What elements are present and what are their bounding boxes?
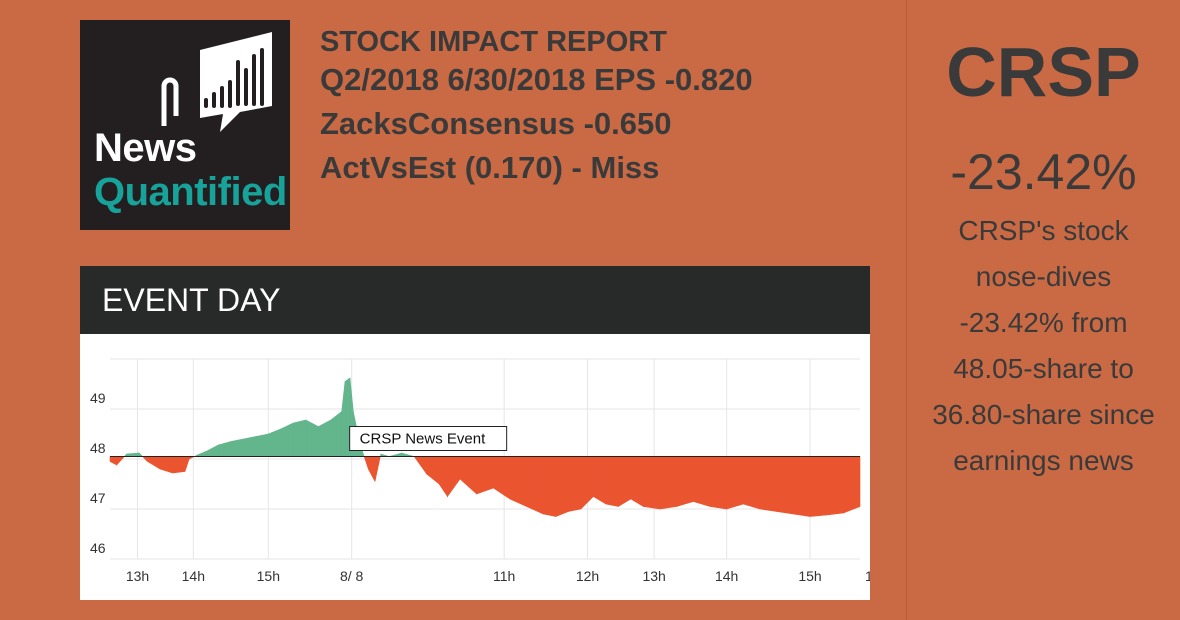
vertical-divider bbox=[906, 0, 907, 620]
ticker-symbol: CRSP bbox=[946, 33, 1141, 111]
x-tick-label: 15h bbox=[798, 568, 821, 584]
price-change-percent: -23.42% bbox=[950, 144, 1137, 200]
price-area-segment bbox=[438, 456, 448, 498]
price-area-segment bbox=[109, 456, 117, 466]
x-tick-label: 14h bbox=[182, 568, 205, 584]
price-area-segment bbox=[330, 410, 342, 457]
price-area-segment bbox=[630, 456, 644, 508]
price-area-segment bbox=[776, 456, 794, 515]
price-change-description: CRSP's stock nose-dives -23.42% from 48.… bbox=[932, 215, 1155, 476]
price-area-segment bbox=[413, 456, 427, 475]
report-consensus-line: ZacksConsensus -0.650 bbox=[320, 106, 672, 141]
price-area-segment bbox=[793, 456, 811, 517]
price-area-segment bbox=[447, 456, 461, 498]
price-area-segment bbox=[389, 452, 402, 457]
price-area-segment bbox=[726, 456, 744, 510]
price-area-segment bbox=[526, 456, 544, 515]
price-area-segment bbox=[493, 456, 511, 500]
price-area-segment bbox=[759, 456, 777, 512]
event-day-chart-panel: EVENT DAY 49 48 47 46 13h 14h 15h 8/ 8 11h 12h 13h… bbox=[80, 266, 870, 600]
price-area-segment bbox=[476, 456, 494, 495]
bar-chart-speech-bubble-icon bbox=[161, 32, 272, 132]
price-area-segment bbox=[218, 441, 232, 457]
price-area-segment bbox=[426, 456, 440, 485]
price-area-segment bbox=[676, 456, 694, 507]
price-area-segment bbox=[172, 456, 186, 474]
x-tick-label: 8/ 8 bbox=[340, 568, 364, 584]
x-tick-label: 13h bbox=[126, 568, 149, 584]
event-day-chart: 49 48 47 46 13h 14h 15h 8/ 8 11h 12h 13h 14h 15h 16h C… bbox=[90, 358, 870, 584]
price-area-segment bbox=[843, 456, 861, 514]
x-tick-label: 12h bbox=[576, 568, 599, 584]
x-tick-label: 15h bbox=[257, 568, 280, 584]
price-area-segment bbox=[659, 456, 677, 510]
price-area-segment bbox=[459, 456, 477, 495]
price-area-segment bbox=[255, 433, 269, 457]
price-area-segment bbox=[341, 381, 346, 457]
price-area-segment bbox=[368, 456, 376, 482]
price-area-segment bbox=[159, 456, 173, 474]
price-area-segment bbox=[147, 456, 161, 470]
y-tick-label: 48 bbox=[90, 440, 106, 456]
chart-panel-title: EVENT DAY bbox=[80, 266, 870, 334]
logo-text-quantified: Quantified bbox=[94, 170, 287, 214]
price-area-segment bbox=[197, 451, 207, 457]
price-area-segment bbox=[374, 456, 381, 482]
report-actual-vs-estimate-line: ActVsEst (0.170) - Miss bbox=[320, 150, 660, 185]
price-area-segment bbox=[268, 428, 282, 457]
price-area-segment bbox=[363, 456, 369, 470]
x-tick-label: 11h bbox=[493, 568, 515, 584]
price-area-segment bbox=[184, 456, 190, 472]
price-area-segment bbox=[138, 452, 144, 457]
price-area-segment bbox=[593, 456, 607, 505]
price-area-segment bbox=[116, 456, 126, 466]
price-area-segment bbox=[543, 456, 557, 517]
report-heading: STOCK IMPACT REPORT bbox=[320, 26, 667, 58]
price-area-segment bbox=[318, 419, 332, 457]
news-event-annotation-label: CRSP News Event bbox=[360, 431, 486, 448]
price-area-segment bbox=[205, 444, 219, 457]
x-tick-label: 14h bbox=[715, 568, 738, 584]
price-area-segment bbox=[618, 456, 632, 508]
stock-impact-report: STOCK IMPACT REPORT Q2/2018 6/30/2018 EP… bbox=[320, 26, 753, 190]
y-tick-label: 46 bbox=[90, 540, 106, 556]
price-area-segment bbox=[605, 456, 619, 507]
price-area-segment bbox=[280, 422, 294, 457]
price-area-segment bbox=[230, 438, 244, 457]
price-area-segment bbox=[693, 456, 711, 507]
news-quantified-logo: News Quantified bbox=[80, 20, 290, 230]
price-area-segment bbox=[555, 456, 569, 517]
price-area-segment bbox=[568, 456, 582, 512]
y-tick-label: 49 bbox=[90, 390, 106, 406]
news-event-annotation-box bbox=[349, 426, 508, 451]
price-area-segment bbox=[580, 456, 594, 510]
y-tick-label: 47 bbox=[90, 490, 106, 506]
price-area-segment bbox=[401, 452, 415, 457]
summary-sidebar: CRSP -23.42% CRSP's stock nose-dives -23… bbox=[907, 0, 1180, 484]
price-area-segment bbox=[509, 456, 527, 507]
price-area-segment bbox=[826, 456, 844, 516]
x-tick-label: 13h bbox=[642, 568, 665, 584]
price-area-segment bbox=[126, 452, 140, 457]
x-tick-label: 16h bbox=[865, 568, 870, 584]
report-eps-line: Q2/2018 6/30/2018 EPS -0.820 bbox=[320, 62, 753, 97]
price-area-segment bbox=[305, 419, 319, 457]
logo-text-news: News bbox=[94, 126, 197, 170]
price-area-segment bbox=[743, 456, 761, 510]
price-area-segment bbox=[643, 456, 661, 510]
price-area-segment bbox=[709, 456, 727, 510]
price-area-segment bbox=[293, 419, 307, 457]
price-area-segment bbox=[243, 436, 257, 457]
price-area-segment bbox=[809, 456, 827, 517]
